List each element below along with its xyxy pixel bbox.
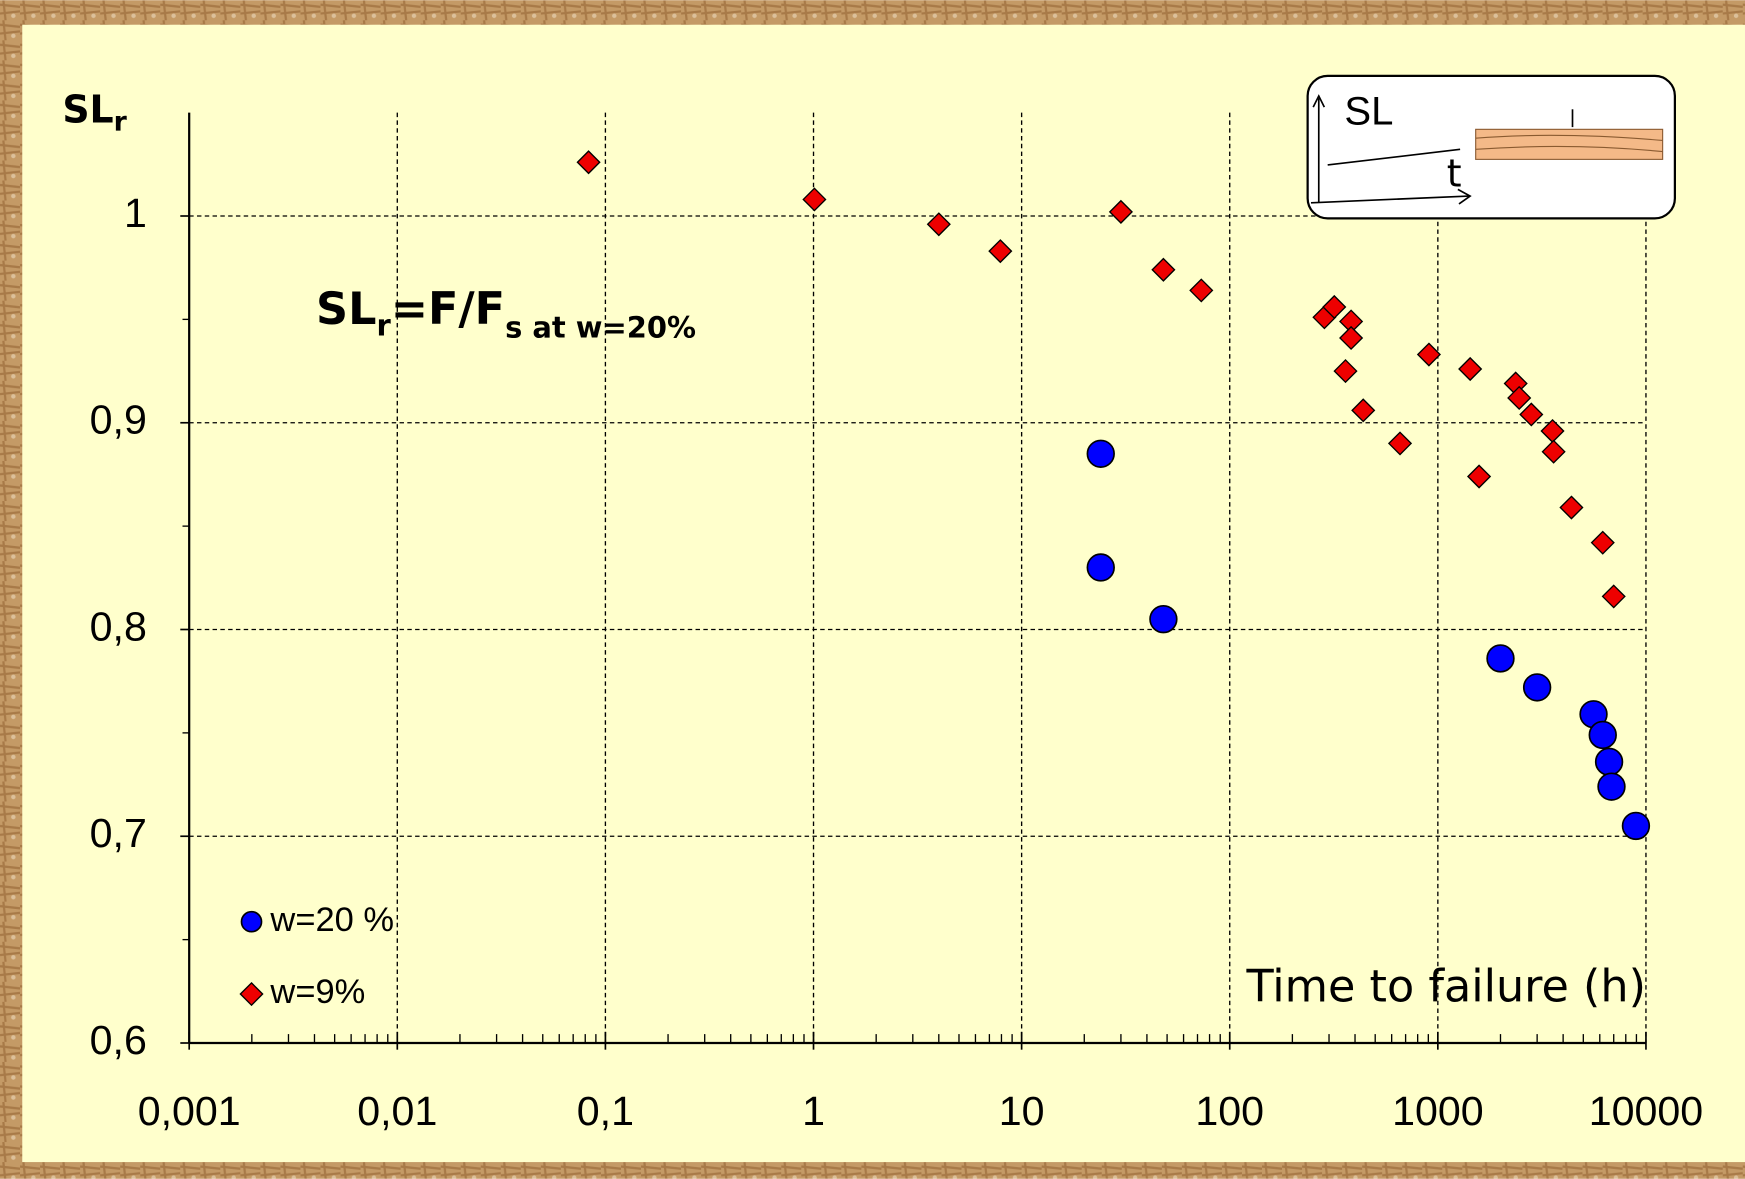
inset-x-label: t xyxy=(1447,152,1462,196)
annotation: SLr=F/Fs at w=20% xyxy=(316,284,696,345)
legend-label: w=9% xyxy=(269,973,365,1011)
x-tick-label: 100 xyxy=(1195,1088,1264,1134)
point xyxy=(988,239,1013,264)
point xyxy=(1601,584,1626,609)
annotation-part: SL xyxy=(316,284,376,335)
point xyxy=(1458,356,1483,382)
inset-y-label: SL xyxy=(1344,89,1393,133)
point xyxy=(1086,439,1115,468)
x-axis-label: Time to failure (h) xyxy=(1245,962,1646,1013)
inset-grain xyxy=(1475,134,1663,153)
inset: SL t xyxy=(1306,74,1677,220)
point xyxy=(1519,402,1544,427)
y-label-sub: r xyxy=(114,106,128,137)
y-tick-label: 0,8 xyxy=(90,603,147,649)
x-tick-label: 1 xyxy=(802,1088,825,1134)
legend-marker xyxy=(240,910,263,933)
y-tick-label: 0,9 xyxy=(90,397,147,443)
point xyxy=(1541,439,1566,464)
point xyxy=(1387,431,1413,456)
x-tick-label: 0,1 xyxy=(577,1088,634,1134)
point xyxy=(802,187,827,212)
x-tick-label: 10 xyxy=(999,1088,1045,1134)
point xyxy=(1467,464,1492,489)
point xyxy=(1351,398,1376,423)
y-label-main: SL xyxy=(62,87,113,131)
inset-arrow xyxy=(1312,94,1326,108)
point xyxy=(1333,358,1358,384)
point xyxy=(1507,385,1532,411)
point xyxy=(1189,278,1214,303)
x-tick-label: 10000 xyxy=(1589,1088,1703,1134)
point xyxy=(1086,553,1115,582)
point xyxy=(1151,257,1176,282)
point xyxy=(1339,325,1364,351)
point xyxy=(1559,495,1584,520)
point xyxy=(576,150,601,175)
inset-arrow xyxy=(1457,188,1472,205)
point xyxy=(1416,342,1441,367)
annotation-part: r xyxy=(376,308,391,342)
point xyxy=(1588,720,1617,750)
x-tick-label: 0,01 xyxy=(357,1088,437,1134)
point xyxy=(1108,199,1133,224)
inset-line xyxy=(1327,148,1461,166)
y-tick-label: 0,6 xyxy=(90,1017,147,1063)
point xyxy=(1590,530,1615,555)
point xyxy=(926,212,951,237)
inset-axis xyxy=(1310,195,1470,204)
point xyxy=(1522,673,1552,702)
point xyxy=(1621,811,1651,841)
x-tick-label: 0,001 xyxy=(138,1088,241,1134)
legend-marker xyxy=(239,981,264,1007)
point xyxy=(1149,604,1178,634)
annotation-part: =F/F xyxy=(391,284,505,335)
annotation-part: s at w=20% xyxy=(505,311,696,345)
point xyxy=(1594,747,1624,777)
y-tick-label: 0,7 xyxy=(90,810,147,856)
point xyxy=(1322,294,1347,320)
legend-label: w=20 % xyxy=(269,901,394,939)
inset-beam xyxy=(1475,128,1664,160)
point xyxy=(1597,772,1626,801)
point xyxy=(1486,644,1515,673)
x-tick-label: 1000 xyxy=(1392,1088,1484,1134)
y-axis-label: SLr xyxy=(62,87,127,137)
y-tick-label: 1 xyxy=(124,190,147,236)
